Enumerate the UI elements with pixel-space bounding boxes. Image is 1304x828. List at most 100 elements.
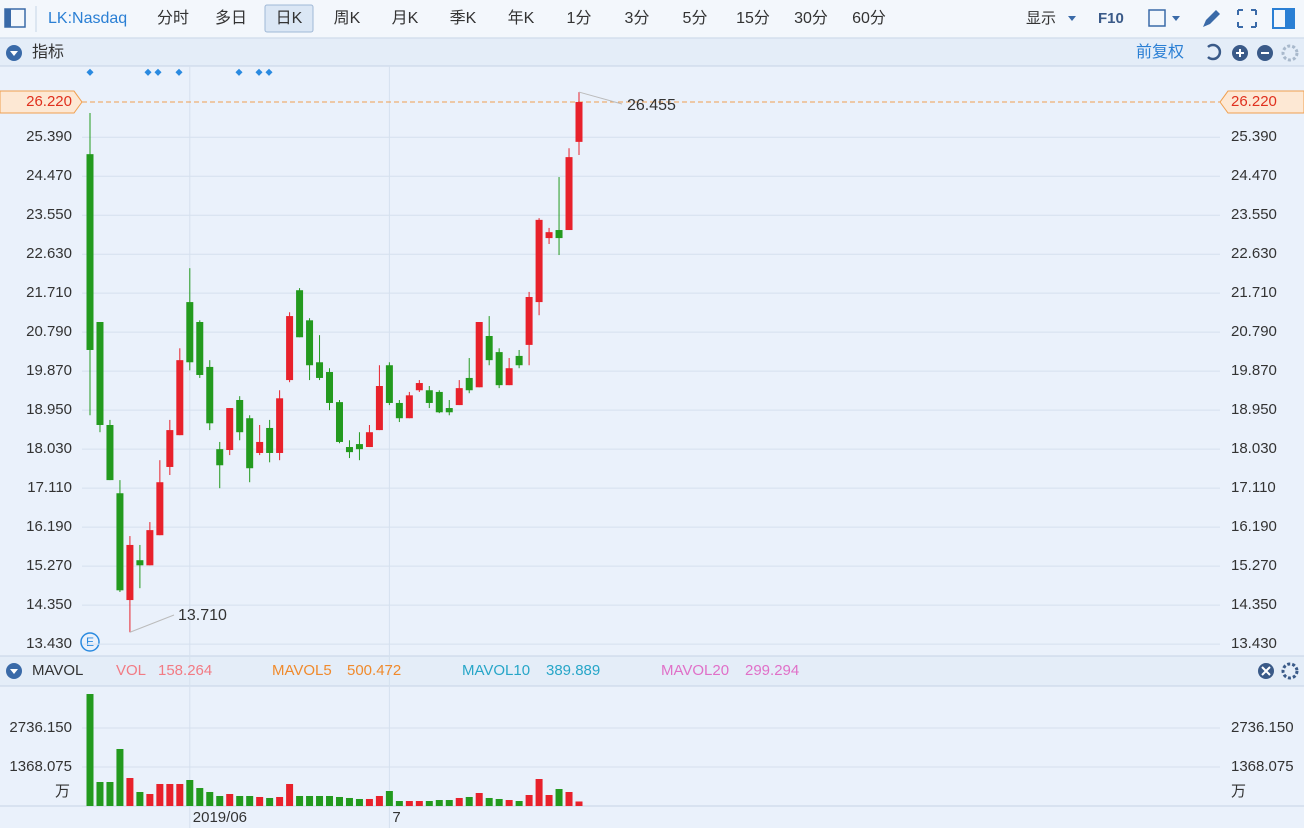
y-tick-label: 21.710	[26, 284, 72, 301]
volume-bar	[565, 792, 573, 806]
y-tick-label-right: 13.430	[1231, 635, 1277, 652]
period-tab[interactable]: 日K	[276, 10, 303, 27]
volume-bar	[136, 792, 144, 806]
reset-button[interactable]	[1207, 43, 1222, 61]
earnings-marker[interactable]	[80, 632, 100, 652]
low-pointer	[129, 614, 175, 633]
settings[interactable]	[1281, 44, 1299, 62]
volume-bar	[86, 694, 94, 806]
shape-tool[interactable]	[1148, 9, 1166, 27]
y-tick-label-right: 22.630	[1231, 245, 1277, 262]
y-tick-label-right: 17.110	[1231, 479, 1276, 496]
candle-body	[575, 102, 583, 142]
candle-body	[435, 391, 443, 413]
sidebar-toggle-fill	[5, 9, 11, 27]
indicator-name: MAVOL20	[661, 662, 729, 679]
y-tick-label-right: 2736.150	[1231, 719, 1294, 736]
volume-bar	[156, 783, 164, 806]
candle-body	[475, 322, 483, 388]
volume-bar	[415, 801, 423, 806]
candle-body	[96, 322, 104, 426]
volume-bar	[316, 795, 324, 806]
volume-bar	[355, 798, 363, 806]
period-tab[interactable]: 季K	[450, 9, 477, 27]
y-tick-label-right: 25.390	[1231, 128, 1277, 145]
y-tick-label: 1368.075	[9, 758, 72, 775]
volume-bar	[176, 783, 184, 806]
volume-bar	[246, 795, 254, 806]
adjust-mode[interactable]: 前复权	[1136, 43, 1184, 61]
volume-bar	[146, 794, 154, 806]
period-tab[interactable]: 60分	[852, 9, 886, 27]
candle-body	[286, 316, 294, 381]
period-tab[interactable]: 30分	[794, 9, 828, 27]
last-price-label-right: 26.220	[1231, 93, 1277, 110]
candle-body	[176, 360, 184, 436]
y-tick-label: 24.470	[26, 167, 72, 184]
volume-bar	[266, 797, 274, 806]
candle-body	[545, 232, 553, 239]
y-tick-label-right: 15.270	[1231, 557, 1277, 574]
f10-button[interactable]: F10	[1098, 10, 1124, 27]
candle-body	[465, 377, 473, 391]
period-tab[interactable]: 5分	[683, 9, 708, 27]
candle-body	[345, 447, 353, 453]
volume-bar	[216, 795, 224, 806]
candle-body	[136, 560, 144, 566]
period-tab[interactable]: 多日	[215, 9, 247, 27]
volume-bar	[485, 797, 493, 806]
display-menu[interactable]: 显示	[1026, 10, 1056, 27]
candle-body	[236, 399, 244, 433]
last-price-box	[0, 90, 83, 114]
symbol[interactable]: LK:Nasdaq	[48, 10, 127, 27]
y-tick-label: 22.630	[26, 245, 72, 262]
period-tab[interactable]: 15分	[736, 9, 770, 27]
indicator-value: 500.472	[347, 662, 401, 679]
period-tab[interactable]: 月K	[392, 10, 419, 27]
volume-bar	[326, 795, 334, 806]
indicator-settings[interactable]	[1281, 662, 1299, 680]
volume-bar	[475, 793, 483, 806]
indicator-name: VOL	[116, 662, 146, 679]
fullscreen[interactable]	[1237, 9, 1257, 28]
candle-body	[535, 219, 543, 303]
period-tab[interactable]: 1分	[567, 9, 592, 27]
candle-body	[146, 530, 154, 566]
candle-body	[365, 432, 373, 448]
event-markers	[86, 68, 273, 76]
volume-title: MAVOL	[32, 662, 83, 679]
period-tab[interactable]: 周K	[334, 10, 361, 27]
candle-body	[455, 388, 463, 406]
candle-body	[445, 408, 453, 413]
candle-body	[116, 493, 124, 591]
period-tab[interactable]: 年K	[508, 9, 535, 27]
volume-bar	[296, 795, 304, 806]
y-tick-label-right: 20.790	[1231, 323, 1277, 340]
y-tick-label: 18.950	[26, 401, 72, 418]
candle-body	[495, 352, 503, 386]
candle-body	[186, 302, 194, 363]
volume-header	[0, 656, 1304, 686]
indicator-bar	[0, 39, 1304, 66]
volume-bar	[535, 779, 543, 806]
volume-bar	[395, 801, 403, 806]
y-tick-label-right: 14.350	[1231, 596, 1277, 613]
volume-bar	[196, 788, 204, 806]
candle-body	[316, 362, 324, 378]
draw-tool[interactable]	[1203, 10, 1220, 27]
y-tick-label: 17.110	[27, 479, 72, 496]
candle-body	[266, 427, 274, 453]
period-tab[interactable]: 3分	[625, 9, 650, 27]
volume-bar	[385, 791, 393, 806]
candle-body	[565, 157, 573, 231]
period-tab[interactable]: 分时	[157, 9, 189, 27]
y-tick-label: 18.030	[26, 440, 72, 457]
volume-bar	[455, 797, 463, 806]
volume-bar	[166, 783, 174, 806]
candle-body	[375, 386, 383, 431]
candle-body	[276, 398, 284, 453]
candle-body	[166, 430, 174, 467]
volume-bar	[116, 748, 124, 806]
